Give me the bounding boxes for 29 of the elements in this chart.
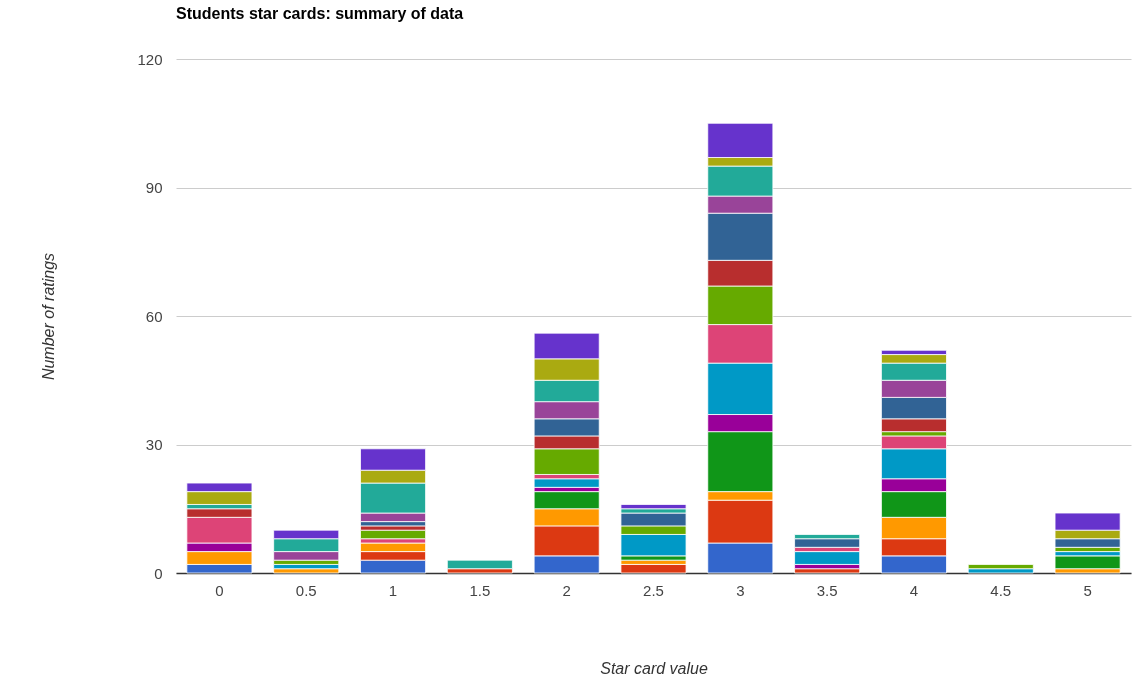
x-tick-label: 0.5 (295, 581, 317, 599)
x-tick-label: 0 (215, 581, 224, 599)
y-tick-label: 120 (137, 50, 163, 68)
y-tick-label: 90 (145, 179, 163, 196)
x-tick-label: 2.5 (643, 581, 664, 599)
x-axis-title: Star card value (600, 659, 708, 677)
y-tick-label: 30 (145, 436, 163, 453)
bar (967, 568, 1034, 574)
x-tick-label: 3.5 (816, 581, 838, 599)
x-tick-label: 1 (388, 581, 398, 599)
bar (794, 551, 861, 565)
bar (273, 568, 340, 574)
bar (446, 559, 513, 570)
chart-title: Students star cards: summary of data (176, 5, 464, 22)
x-tick-label: 3 (736, 581, 745, 599)
x-tick-label: 5 (1083, 581, 1092, 599)
y-tick-label: 60 (145, 307, 163, 325)
bar (533, 478, 600, 488)
x-tick-label: 4.5 (990, 581, 1012, 599)
bar (620, 563, 687, 574)
y-axis-title: Number of ratings (40, 252, 58, 381)
bar (794, 538, 861, 548)
bar (967, 563, 1034, 570)
x-tick-label: 4 (909, 581, 919, 599)
x-tick-label: 1.5 (469, 581, 491, 599)
y-tick-label: 0 (154, 564, 163, 582)
bar (620, 503, 687, 510)
x-tick-label: 2 (562, 581, 571, 599)
bar (794, 568, 861, 574)
